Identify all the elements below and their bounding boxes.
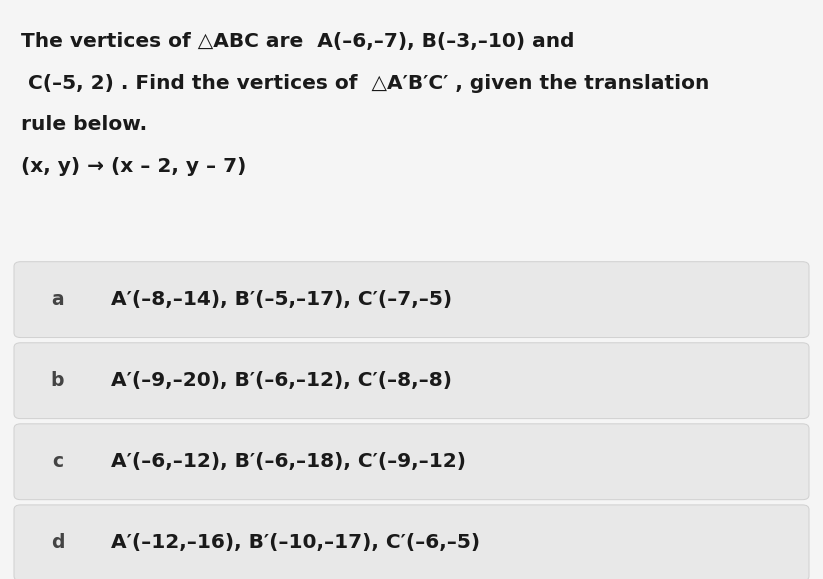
FancyBboxPatch shape [14, 424, 809, 500]
Text: b: b [51, 371, 64, 390]
FancyBboxPatch shape [14, 505, 809, 579]
Text: (x, y) → (x – 2, y – 7): (x, y) → (x – 2, y – 7) [21, 157, 246, 176]
Text: A′(–9,–20), B′(–6,–12), C′(–8,–8): A′(–9,–20), B′(–6,–12), C′(–8,–8) [111, 371, 452, 390]
Text: c: c [52, 452, 63, 471]
Text: A′(–6,–12), B′(–6,–18), C′(–9,–12): A′(–6,–12), B′(–6,–18), C′(–9,–12) [111, 452, 466, 471]
Text: a: a [51, 290, 64, 309]
FancyBboxPatch shape [14, 262, 809, 338]
Text: The vertices of △ABC are  A(–6,–7), B(–3,–10) and: The vertices of △ABC are A(–6,–7), B(–3,… [21, 32, 574, 51]
FancyBboxPatch shape [14, 343, 809, 419]
Text: A′(–12,–16), B′(–10,–17), C′(–6,–5): A′(–12,–16), B′(–10,–17), C′(–6,–5) [111, 533, 481, 552]
Text: d: d [51, 533, 64, 552]
Text: C(–5, 2) . Find the vertices of  △A′B′C′ , given the translation: C(–5, 2) . Find the vertices of △A′B′C′ … [21, 74, 709, 93]
Text: A′(–8,–14), B′(–5,–17), C′(–7,–5): A′(–8,–14), B′(–5,–17), C′(–7,–5) [111, 290, 452, 309]
Text: rule below.: rule below. [21, 115, 146, 134]
